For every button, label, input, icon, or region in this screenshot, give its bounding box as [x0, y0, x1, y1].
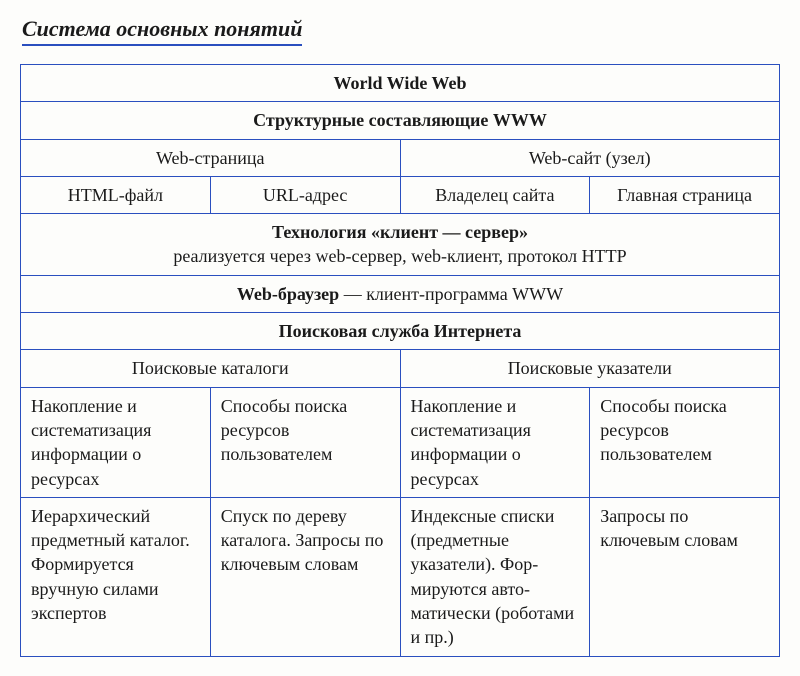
table-row: Накопление и систематизация информации о…: [21, 387, 780, 497]
table-row: Технология «клиент — сервер» реализуется…: [21, 214, 780, 276]
cell-keyword-queries: Запросы по ключевым словам: [590, 497, 780, 656]
browser-rest: — клиент-программа WWW: [339, 284, 563, 304]
cell-url: URL-адрес: [210, 176, 400, 213]
table-row: Структурные составляющие WWW: [21, 102, 780, 139]
cell-browser: Web-браузер — клиент-программа WWW: [21, 275, 780, 312]
cell-webpage: Web-страница: [21, 139, 401, 176]
tech-bold: Технология «клиент — сервер»: [272, 222, 528, 242]
cell-website: Web-сайт (узел): [400, 139, 780, 176]
table-row: Поисковые каталоги Поисковые указатели: [21, 350, 780, 387]
cell-mainpage: Главная страница: [590, 176, 780, 213]
cell-indexes: Поисковые указатели: [400, 350, 780, 387]
table-row: HTML-файл URL-адрес Владелец сайта Главн…: [21, 176, 780, 213]
cell-www: World Wide Web: [21, 65, 780, 102]
tech-sub: реализуется через web-сервер, web-клиент…: [173, 246, 626, 266]
cell-search-service: Поисковая служба Интернета: [21, 313, 780, 350]
page-title: Система основных понятий: [22, 16, 302, 46]
concept-table: World Wide Web Структурные составляющие …: [20, 64, 780, 657]
cell-hierarchical: Иерархический предметный ката­лог. Форми…: [21, 497, 211, 656]
cell-methods-1: Способы поиска ресурсов пользователем: [210, 387, 400, 497]
table-row: Поисковая служба Интернета: [21, 313, 780, 350]
cell-tree-descent: Спуск по дереву каталога. Запросы по клю…: [210, 497, 400, 656]
browser-bold: Web-браузер: [237, 284, 339, 304]
cell-index-lists: Индексные спис­ки (предметные указатели)…: [400, 497, 590, 656]
cell-methods-2: Способы поиска ресурсов пользователем: [590, 387, 780, 497]
cell-client-server: Технология «клиент — сервер» реализуется…: [21, 214, 780, 276]
table-row: World Wide Web: [21, 65, 780, 102]
table-row: Web-браузер — клиент-программа WWW: [21, 275, 780, 312]
cell-accum-1: Накопление и систематизация информации о…: [21, 387, 211, 497]
cell-owner: Владелец сайта: [400, 176, 590, 213]
table-row: Иерархический предметный ката­лог. Форми…: [21, 497, 780, 656]
cell-html: HTML-файл: [21, 176, 211, 213]
cell-struct: Структурные составляющие WWW: [21, 102, 780, 139]
table-row: Web-страница Web-сайт (узел): [21, 139, 780, 176]
cell-accum-2: Накопление и систематизация информации о…: [400, 387, 590, 497]
cell-catalogs: Поисковые каталоги: [21, 350, 401, 387]
